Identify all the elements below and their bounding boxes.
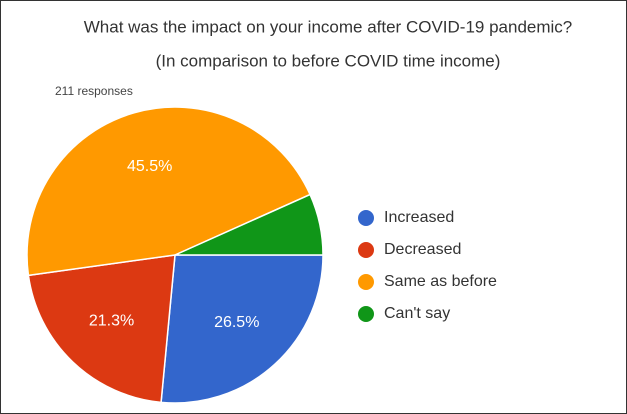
legend-swatch (358, 242, 374, 258)
legend-swatch (358, 210, 374, 226)
legend-label: Can't say (384, 305, 450, 322)
legend-swatch (358, 274, 374, 290)
pie-slice (174, 193, 324, 256)
pie-slice (26, 106, 312, 277)
response-count: 211 responses (55, 84, 133, 98)
legend-label: Decreased (384, 241, 461, 258)
legend-swatch (358, 306, 374, 322)
legend-label: Same as before (384, 273, 497, 290)
slice-label: 26.5% (214, 314, 259, 331)
chart-title: What was the impact on your income after… (84, 17, 573, 36)
slice-label: 21.3% (89, 313, 134, 330)
pie-slice (27, 254, 176, 404)
slice-label: 45.5% (127, 158, 172, 175)
legend-label: Increased (384, 209, 454, 226)
chart-subtitle: (In comparison to before COVID time inco… (156, 51, 501, 70)
pie-slice (160, 254, 324, 404)
